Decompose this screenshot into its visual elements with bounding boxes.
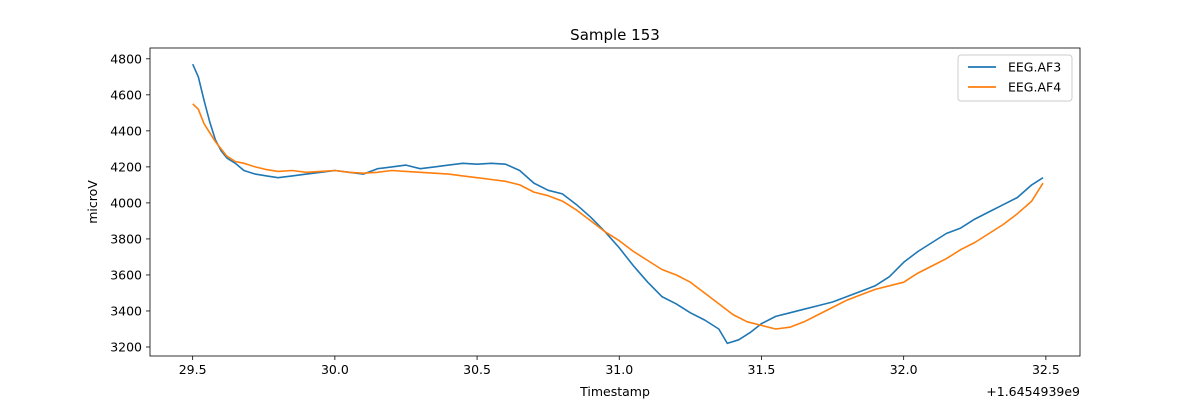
x-axis: 29.5 30.0 30.5 31.0 31.5 32.0 32.5: [179, 356, 1060, 377]
series-line-1: [192, 103, 1044, 330]
y-tick-label: 4000: [110, 195, 142, 210]
y-tick-label: 3200: [110, 339, 142, 354]
y-tick-label: 3600: [110, 267, 142, 282]
x-tick-label: 31.5: [748, 362, 776, 377]
legend-label-0: EEG.AF3: [1008, 60, 1061, 75]
x-tick-label: 32.0: [890, 362, 918, 377]
series-line-0: [191, 63, 1044, 345]
x-tick-label: 32.5: [1032, 362, 1060, 377]
x-tick-label: 29.5: [179, 362, 207, 377]
chart-title: Sample 153: [570, 26, 660, 44]
x-tick-label: 30.0: [321, 362, 349, 377]
y-tick-label: 4400: [110, 123, 142, 138]
y-tick-label: 3400: [110, 303, 142, 318]
y-tick-label: 4200: [110, 159, 142, 174]
x-tick-label: 31.0: [605, 362, 633, 377]
y-axis-label: microV: [85, 180, 100, 224]
x-tick-label: 30.5: [463, 362, 491, 377]
x-offset-label: +1.6454939e9: [986, 384, 1080, 399]
legend-label-1: EEG.AF4: [1008, 80, 1061, 95]
legend: EEG.AF3 EEG.AF4: [957, 54, 1073, 102]
y-axis: 3200 3400 3600 3800 4000 4200 4400 4600 4800: [110, 51, 150, 354]
y-tick-label: 4600: [110, 87, 142, 102]
y-tick-label: 4800: [110, 51, 142, 66]
plot-area: [191, 63, 1044, 345]
x-axis-label: Timestamp: [579, 384, 650, 399]
y-tick-label: 3800: [110, 231, 142, 246]
axes-frame: [149, 47, 1081, 357]
